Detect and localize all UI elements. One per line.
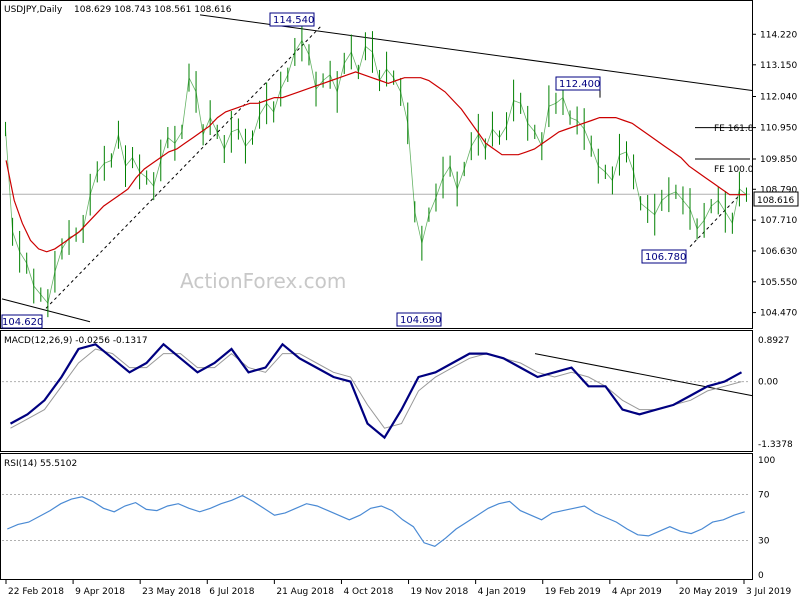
date-tick-label: 4 Oct 2018: [343, 587, 393, 597]
price-label-104620: 104.620: [1, 314, 43, 329]
watermark-text: ActionForex.com: [180, 269, 346, 293]
rsi-tick-label: 100: [758, 456, 775, 466]
price-tick-label: 108.790: [760, 185, 797, 195]
price-tick-label: 110.950: [760, 124, 797, 134]
moving-average-line: [5, 71, 746, 253]
price-tick-label: 104.470: [760, 309, 797, 319]
price-reference-lines: [1, 14, 753, 323]
date-tick-label: 4 Jan 2019: [478, 587, 526, 597]
price-label-114540: 114.540: [269, 12, 315, 27]
rsi-line: [7, 494, 745, 547]
rsi-tick-label: 30: [758, 537, 770, 547]
fib-label-161-8: FE 161.8: [714, 124, 754, 134]
date-tick-label: 19 Feb 2019: [545, 587, 601, 597]
rsi-panel-frame: [0, 453, 753, 580]
signal-line: [10, 348, 742, 429]
projection-line-1: [45, 24, 323, 309]
rsi-series: [2, 494, 750, 547]
ohlc-readout: 108.629 108.743 108.561 108.616: [74, 5, 232, 15]
date-tick-label: 19 Nov 2018: [411, 587, 469, 597]
svg-text:104.690: 104.690: [400, 315, 441, 326]
price-tick-label: 107.710: [760, 216, 797, 226]
rsi-y-axis: 100 70 30 0: [758, 456, 775, 581]
close-line: [5, 39, 747, 305]
macd-tick-label: -1.3378: [758, 440, 793, 450]
price-tick-label: 106.630: [760, 247, 797, 257]
macd-y-axis: 0.8927 0.00 -1.3378: [758, 336, 793, 450]
price-tick-label: 112.040: [760, 92, 797, 102]
date-tick-label: 22 Feb 2018: [8, 587, 64, 597]
rsi-panel-title: RSI(14) 55.5102: [4, 459, 77, 469]
svg-text:112.400: 112.400: [559, 79, 600, 90]
price-tick-label: 105.550: [760, 278, 797, 288]
svg-text:104.620: 104.620: [2, 317, 43, 328]
macd-panel-title: MACD(12,26,9) -0.0256 -0.1317: [4, 336, 148, 346]
price-tick-label: 113.150: [760, 61, 797, 71]
date-tick-label: 23 May 2018: [142, 587, 201, 597]
date-tick-label: 20 May 2019: [679, 587, 738, 597]
price-tick-label: 114.220: [760, 30, 797, 40]
price-label-104690: 104.690: [396, 312, 442, 327]
date-tick-label: 9 Apr 2018: [75, 587, 125, 597]
resistance-trendline: [199, 14, 753, 91]
rsi-tick-label: 0: [758, 571, 764, 581]
support-trendline: [1, 298, 91, 323]
svg-text:114.540: 114.540: [273, 15, 314, 26]
macd-series: [2, 342, 753, 440]
price-series: [5, 19, 747, 318]
macd-panel-frame: [0, 330, 753, 452]
price-label-112400: 112.400: [555, 76, 601, 91]
date-tick-label: 3 Jul 2019: [746, 587, 791, 597]
price-label-106780: 106.780: [641, 249, 687, 264]
svg-text:108.616: 108.616: [757, 196, 794, 206]
date-tick-label: 21 Aug 2018: [276, 587, 334, 597]
macd-tick-label: 0.00: [758, 378, 778, 388]
fib-label-100: FE 100.0: [714, 165, 754, 175]
price-y-axis: 114.220 113.150 112.040 110.950 109.850 108.7…: [752, 30, 797, 319]
macd-trendline: [534, 353, 753, 397]
date-tick-label: 6 Jul 2018: [209, 587, 254, 597]
rsi-tick-label: 70: [758, 491, 770, 501]
macd-line: [9, 342, 743, 440]
date-tick-label: 4 Apr 2019: [612, 587, 662, 597]
svg-text:106.780: 106.780: [645, 252, 686, 263]
price-panel-title: USDJPY,Daily: [4, 5, 63, 15]
last-price-marker: 108.616: [753, 191, 799, 207]
macd-tick-label: 0.8927: [758, 336, 790, 346]
projection-line-2: [689, 194, 741, 247]
price-panel-frame: [0, 0, 753, 329]
price-tick-label: 109.850: [760, 155, 797, 165]
date-x-axis: 22 Feb 2018 9 Apr 2018 23 May 2018 6 Jul 20…: [5, 580, 791, 597]
